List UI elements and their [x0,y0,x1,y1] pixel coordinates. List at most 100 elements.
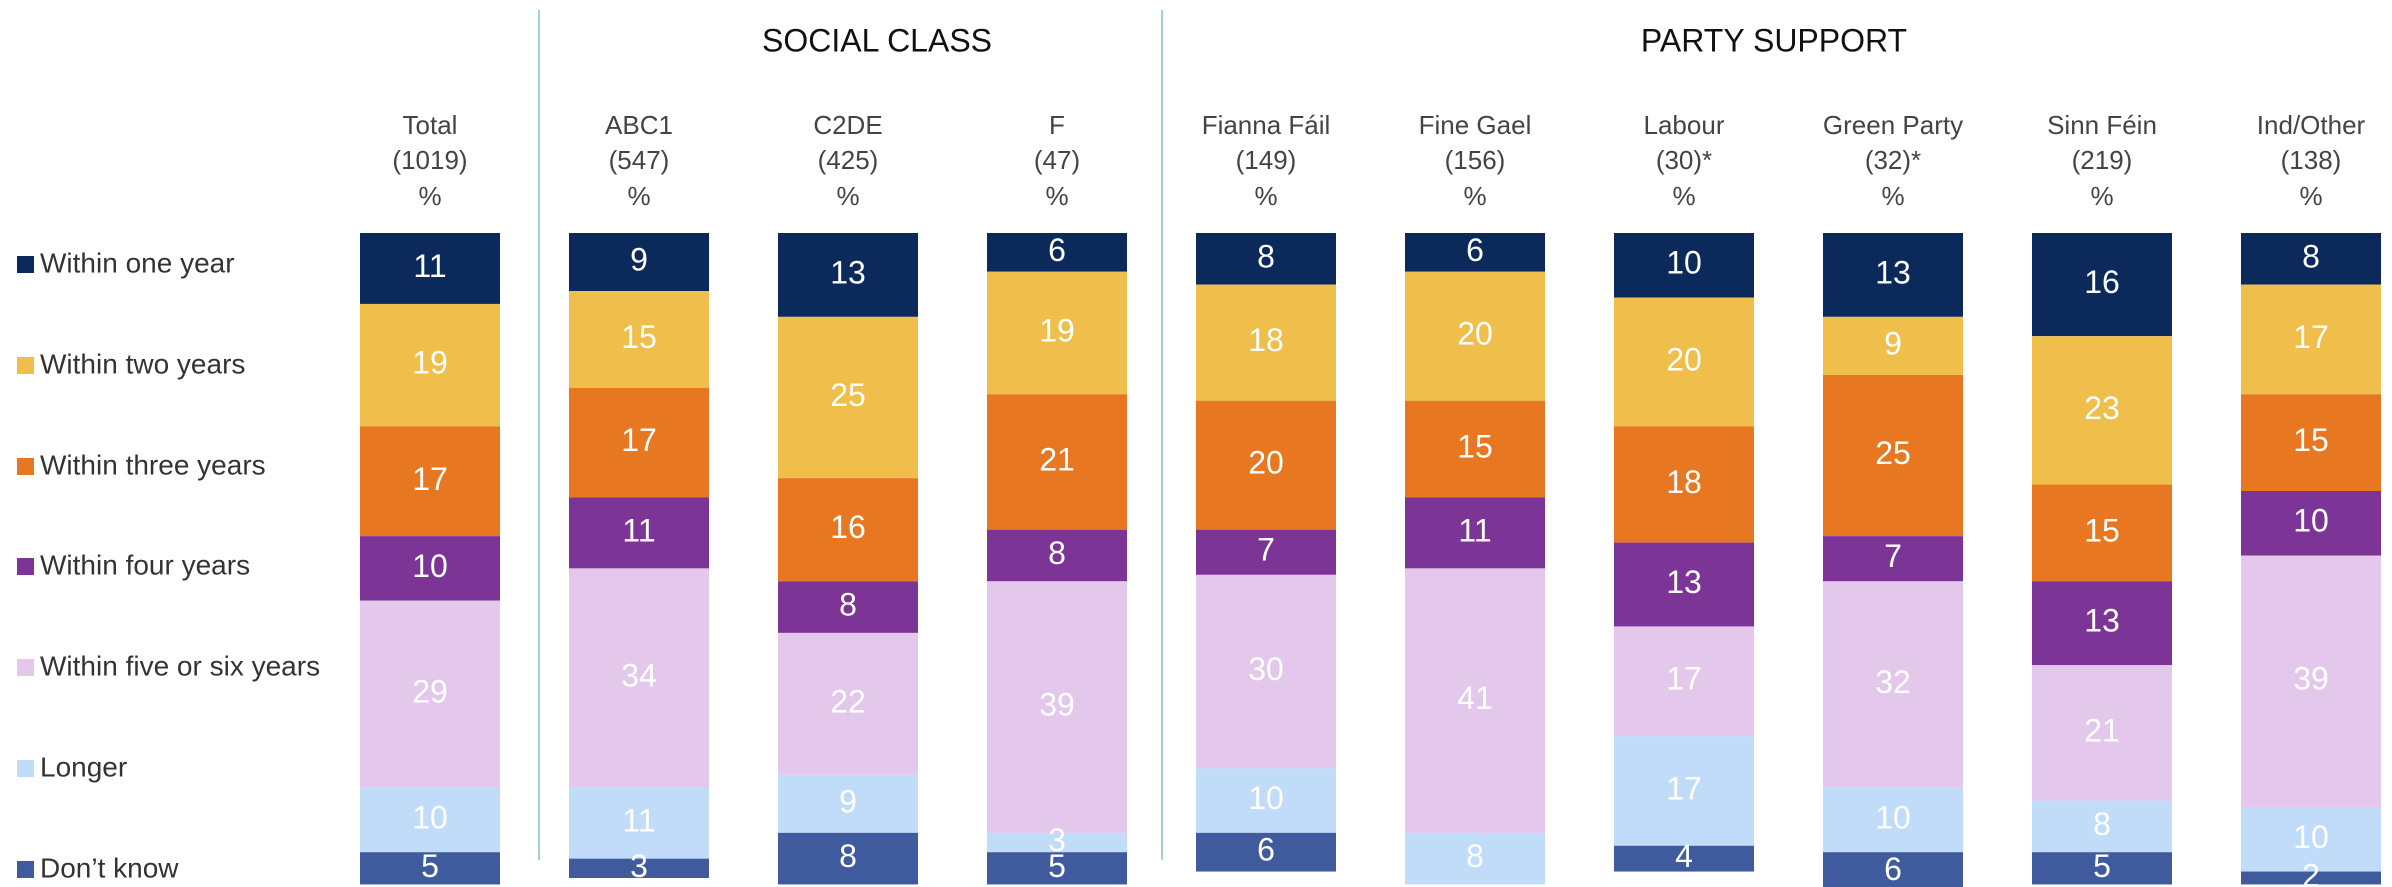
bar-segment [987,852,1127,885]
value-label: 13 [1666,564,1702,600]
value-label: 5 [1048,848,1066,884]
column-unit: % [1672,181,1695,211]
column-unit: % [2090,181,2113,211]
bar-segment [2241,807,2381,872]
bar-segment [1823,536,1963,582]
bar-segment [569,787,709,859]
column-base: (149) [1236,145,1297,175]
bar-segment [987,529,1127,582]
bar-segment [987,271,1127,395]
value-label: 8 [1466,838,1484,874]
bar-segment [1196,768,1336,833]
value-label: 8 [2093,806,2111,842]
bar-segment [2241,555,2381,808]
value-label: 6 [1257,832,1275,868]
value-label: 18 [1666,464,1702,500]
value-label: 19 [1039,312,1075,348]
legend-label: Don’t know [40,852,179,883]
legend-swatch [17,256,34,273]
column-base: (547) [609,145,670,175]
bar-segment [1196,529,1336,575]
value-label: 29 [412,674,448,710]
value-label: 13 [1875,254,1911,290]
bar-segment [360,852,500,885]
value-label: 21 [2084,712,2120,748]
bar-segment [2032,336,2172,485]
value-label: 5 [421,848,439,884]
bar-segment [778,233,918,317]
value-label: 32 [1875,664,1911,700]
column-base: (138) [2281,145,2342,175]
value-label: 17 [1666,661,1702,697]
group-title: PARTY SUPPORT [1641,22,1907,58]
bar-segment [1823,374,1963,537]
value-label: 8 [1048,535,1066,571]
column-label: Sinn Féin [2047,110,2157,140]
value-label: 4 [1675,838,1693,874]
legend-label: Within three years [40,449,266,480]
legend-label: Within five or six years [40,650,320,681]
bar-segment [987,581,1127,833]
bar-segment [1614,542,1754,627]
legend-swatch [17,357,34,374]
bar-segment [1196,233,1336,285]
legend-swatch [17,659,34,676]
bar-segment [569,387,709,498]
column-base: (1019) [392,145,467,175]
bar-segment [2241,491,2381,556]
value-label: 8 [1257,238,1275,274]
value-label: 15 [1457,429,1493,465]
bar-segment [360,787,500,853]
bar-segment [987,233,1127,272]
bar-segment [569,497,709,569]
bar-segment [1405,400,1545,498]
column-base: (47) [1034,145,1080,175]
bar-segment [1196,832,1336,872]
bar-segment [1614,845,1754,872]
bar-segment [1405,497,1545,569]
value-label: 25 [830,377,866,413]
bar-segment [1614,736,1754,846]
column-base: (425) [818,145,879,175]
value-label: 3 [1048,822,1066,858]
legend-label: Longer [40,751,127,782]
value-label: 6 [1048,232,1066,268]
bar-segment [778,832,918,885]
bar-segment [1405,832,1545,885]
value-label: 10 [412,548,448,584]
bar-segment [1823,233,1963,317]
bar-segment [1405,271,1545,401]
bar-segment [987,394,1127,530]
value-label: 25 [1875,435,1911,471]
value-label: 15 [621,319,657,355]
value-label: 41 [1457,680,1493,716]
column-label: ABC1 [605,110,673,140]
bar-segment [2032,581,2172,666]
column-label: Ind/Other [2257,110,2366,140]
value-label: 17 [412,461,448,497]
legend-swatch [17,861,34,878]
legend-swatch [17,760,34,777]
value-label: 20 [1457,316,1493,352]
bar-segment [1823,581,1963,788]
column-unit: % [1045,181,1068,211]
bar-segment [1405,233,1545,272]
value-label: 9 [1884,325,1902,361]
bar-segment [1614,233,1754,298]
bar-segment [778,478,918,582]
column-label: Fine Gael [1419,110,1532,140]
column-unit: % [2299,181,2322,211]
value-label: 11 [622,512,655,548]
column-label: Labour [1644,110,1725,140]
bar-segment [1823,787,1963,853]
bar-segment [360,233,500,304]
value-label: 23 [2084,390,2120,426]
bar-segment [360,303,500,427]
bar-segment [2032,800,2172,853]
legend-label: Within four years [40,549,250,580]
value-label: 16 [830,509,866,545]
legend-swatch [17,558,34,575]
value-label: 22 [830,683,866,719]
bar-segment [1614,626,1754,737]
value-label: 10 [2293,819,2329,855]
